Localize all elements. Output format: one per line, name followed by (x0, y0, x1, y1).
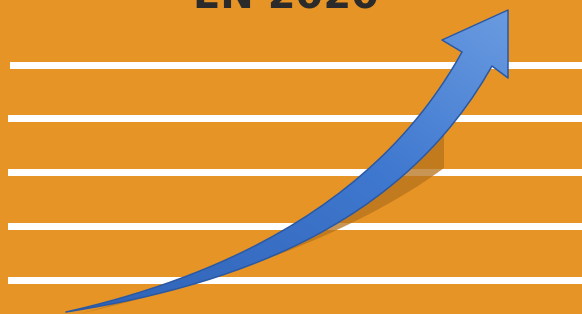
title: EN 2020 (193, 0, 379, 18)
stripe (8, 115, 582, 122)
illustration: EN 2020 (0, 0, 582, 314)
stripe (8, 169, 582, 176)
stripe (8, 277, 582, 284)
